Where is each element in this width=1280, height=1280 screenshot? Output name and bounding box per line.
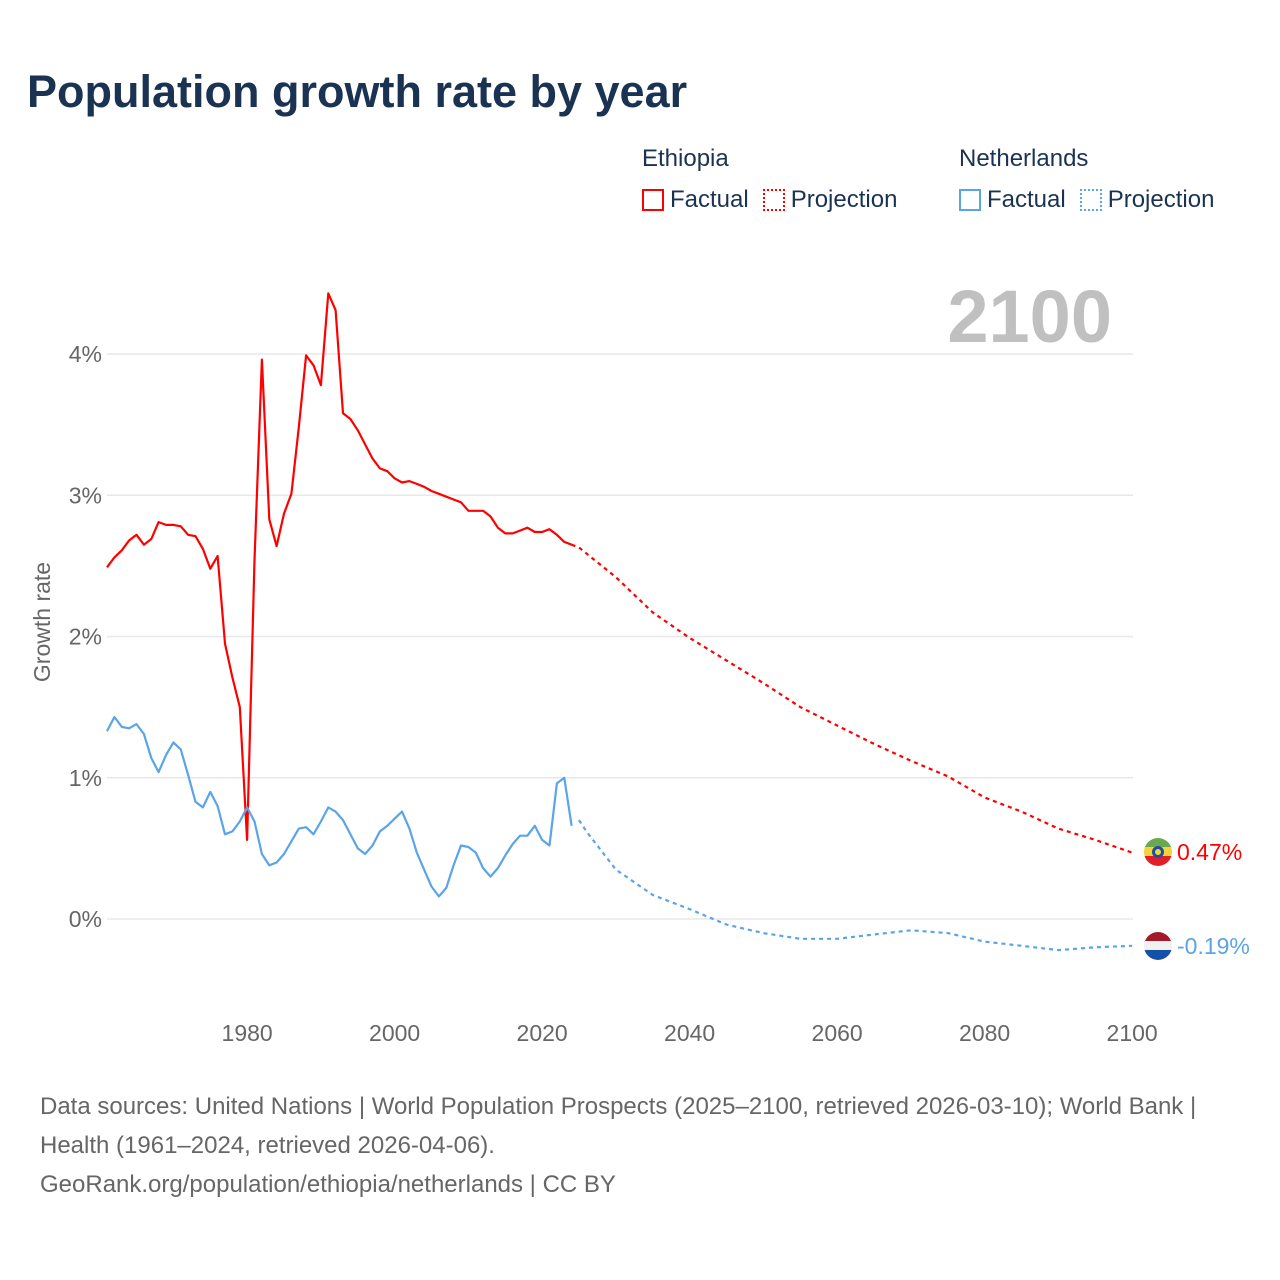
ethiopia-flag-icon	[1144, 838, 1172, 866]
y-tick-labels: 0% 1% 2% 3% 4%	[69, 341, 102, 932]
x-tick-label: 2020	[517, 1020, 568, 1046]
x-tick-label: 2060	[812, 1020, 863, 1046]
y-tick-label: 3%	[69, 482, 102, 508]
legend-ethiopia-projection[interactable]: Projection	[762, 186, 898, 214]
legend-label: Projection	[790, 186, 898, 213]
netherlands-factual-line	[106, 715, 573, 898]
dotted-swatch-icon	[762, 189, 785, 211]
legend-netherlands-factual[interactable]: Factual	[959, 186, 1066, 214]
x-tick-label: 2100	[1107, 1020, 1158, 1046]
legend-ethiopia-factual[interactable]: Factual	[642, 186, 749, 214]
x-tick-label: 2040	[664, 1020, 715, 1046]
ethiopia-factual-line	[106, 292, 572, 842]
ethiopia-end-label: 0.47%	[1177, 839, 1242, 865]
netherlands-end-label: -0.19%	[1177, 933, 1250, 959]
footer: Data sources: United Nations | World Pop…	[40, 1087, 1240, 1204]
legend-country-label: Ethiopia	[642, 145, 729, 172]
y-axis-label: Growth rate	[29, 562, 55, 682]
y-tick-label: 1%	[69, 765, 102, 791]
solid-swatch-icon	[642, 189, 664, 211]
x-tick-labels: 1980 2000 2020 2040 2060 2080 2100	[222, 1020, 1158, 1046]
legend-country-label: Netherlands	[959, 145, 1089, 172]
series-lines	[106, 292, 1133, 952]
legend-label: Factual	[987, 186, 1066, 213]
chart-svg: 2100 Growth rate 0% 1% 2% 3% 4% 1980 2000 2020…	[29, 275, 1250, 1046]
x-tick-label: 2080	[959, 1020, 1010, 1046]
legend-label: Projection	[1107, 186, 1215, 213]
y-tick-label: 2%	[69, 624, 102, 650]
y-tick-label: 0%	[69, 906, 102, 932]
year-watermark: 2100	[947, 275, 1112, 358]
legend-ethiopia: Ethiopia Factual Projection	[642, 144, 897, 214]
solid-swatch-icon	[959, 189, 981, 211]
data-sources-text: Data sources: United Nations | World Pop…	[40, 1093, 1197, 1159]
y-tick-label: 4%	[69, 341, 102, 367]
attribution-text: GeoRank.org/population/ethiopia/netherla…	[40, 1171, 616, 1198]
legend-netherlands-projection[interactable]: Projection	[1079, 186, 1215, 214]
chart-title: Population growth rate by year	[27, 66, 688, 117]
netherlands-projection-line	[578, 819, 1133, 952]
legend-netherlands: Netherlands Factual Projection	[959, 144, 1214, 214]
ethiopia-projection-line	[571, 543, 1133, 854]
netherlands-flag-icon	[1144, 932, 1172, 960]
dotted-swatch-icon	[1079, 189, 1102, 211]
legend-label: Factual	[670, 186, 749, 213]
gridlines	[107, 353, 1133, 920]
x-tick-label: 2000	[369, 1020, 420, 1046]
x-tick-label: 1980	[222, 1020, 273, 1046]
